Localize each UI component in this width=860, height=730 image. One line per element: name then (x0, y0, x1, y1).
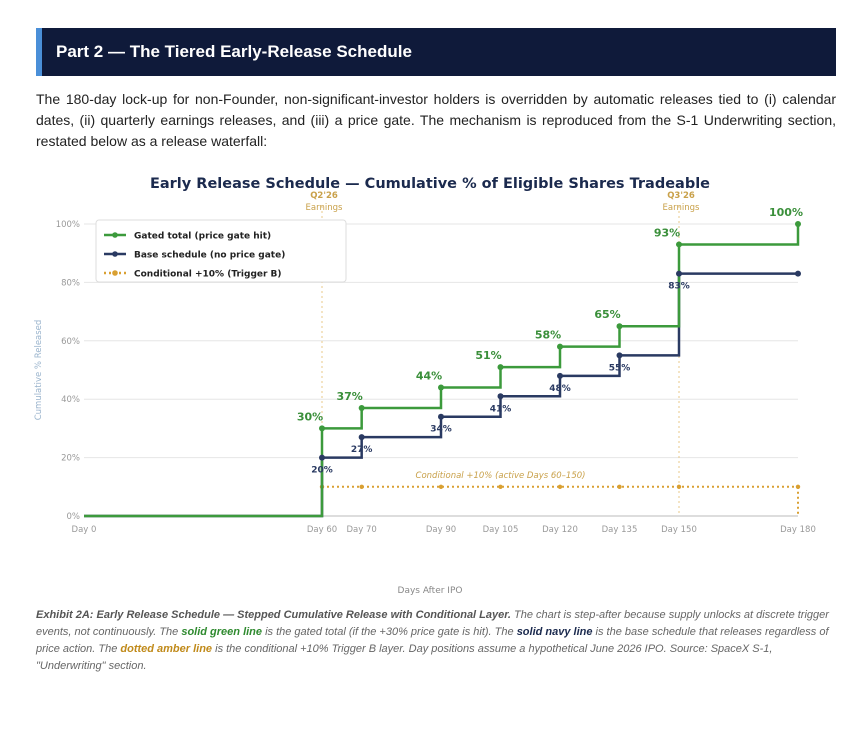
caption-green-highlight: solid green line (181, 626, 263, 638)
gated-point (557, 343, 563, 350)
x-tick-label: Day 60 (307, 525, 337, 535)
x-axis-label: Days After IPO (398, 586, 463, 596)
chart-title: Early Release Schedule — Cumulative % of… (150, 176, 710, 192)
earnings-marker-label: Earnings (663, 203, 700, 213)
base-point (616, 352, 623, 359)
x-tick-label: Day 150 (661, 525, 697, 535)
caption-text-2: is the gated total (if the +30% price ga… (262, 626, 517, 638)
legend-label: Base schedule (no price gate) (134, 251, 285, 261)
earnings-marker-quarter: Q2'26 (310, 191, 338, 201)
base-point (358, 434, 365, 441)
gated-data-label: 100% (769, 206, 803, 219)
exhibit-caption: Exhibit 2A: Early Release Schedule — Ste… (36, 607, 836, 675)
legend-label: Gated total (price gate hit) (134, 232, 271, 242)
caption-navy-highlight: solid navy line (516, 626, 593, 638)
gated-point (616, 323, 623, 330)
gated-data-label: 51% (475, 349, 501, 362)
y-tick-label: 60% (61, 337, 80, 347)
base-series-line (84, 272, 798, 518)
legend-box (95, 219, 347, 283)
y-tick-label: 40% (61, 395, 80, 405)
x-tick-label: Day 120 (542, 525, 578, 535)
gated-data-label: 44% (416, 370, 442, 383)
conditional-point (359, 484, 364, 489)
legend-swatch-marker (112, 232, 118, 238)
conditional-point (498, 484, 503, 489)
y-tick-label: 100% (56, 220, 80, 230)
gated-data-label: 65% (594, 308, 620, 321)
caption-amber-highlight: dotted amber line (120, 643, 213, 655)
intro-paragraph: The 180-day lock-up for non-Founder, non… (36, 91, 836, 149)
gated-point (795, 221, 801, 227)
conditional-point (617, 484, 622, 489)
legend-label: Conditional +10% (Trigger B) (134, 270, 282, 280)
y-tick-label: 0% (67, 512, 81, 522)
gated-point (497, 364, 504, 371)
x-tick-label: Day 180 (780, 525, 816, 535)
base-point (497, 393, 504, 400)
base-point (676, 270, 682, 277)
base-data-label: 55% (609, 363, 631, 373)
base-point (319, 454, 325, 461)
y-tick-label: 80% (61, 278, 80, 288)
x-tick-label: Day 135 (602, 525, 638, 535)
gated-data-label: 93% (654, 226, 680, 239)
x-tick-label: Day 70 (347, 525, 377, 535)
conditional-point (795, 484, 801, 489)
gated-point (319, 425, 325, 432)
earnings-marker-quarter: Q3'26 (667, 191, 695, 201)
base-point (557, 372, 563, 379)
x-tick-label: Day 90 (426, 525, 456, 535)
gated-point (358, 404, 365, 411)
base-data-label: 41% (490, 404, 512, 414)
conditional-point (557, 484, 563, 489)
earnings-marker-label: Earnings (306, 203, 343, 213)
caption-text-3: is the base schedule that releases regar… (36, 626, 829, 655)
y-tick-label: 20% (61, 454, 80, 464)
legend-swatch-marker (112, 270, 118, 276)
gated-data-label: 30% (297, 410, 323, 423)
caption-label: Exhibit 2A: Early Release Schedule — Ste… (36, 609, 511, 621)
base-point (438, 413, 444, 420)
base-data-label: 48% (549, 384, 571, 394)
gated-data-label: 58% (535, 329, 561, 342)
x-tick-label: Day 105 (483, 525, 519, 535)
section-title: Part 2 — The Tiered Early-Release Schedu… (56, 42, 412, 61)
x-tick-label: Day 0 (72, 525, 97, 535)
base-point (795, 270, 801, 277)
y-axis-label: Cumulative % Released (34, 320, 44, 421)
release-schedule-chart: Early Release Schedule — Cumulative % of… (34, 176, 816, 596)
caption-text-1: The chart is step-after because supply u… (36, 609, 829, 638)
conditional-annotation: Conditional +10% (active Days 60–150) (416, 471, 586, 481)
base-data-label: 27% (351, 445, 373, 455)
section-header: Part 2 — The Tiered Early-Release Schedu… (36, 28, 836, 76)
gated-data-label: 37% (336, 390, 362, 403)
conditional-point (438, 484, 444, 489)
conditional-point (676, 484, 682, 489)
gated-point (676, 241, 682, 248)
caption-text-4: is the conditional +10% Trigger B layer.… (36, 643, 773, 672)
gated-point (438, 384, 444, 391)
base-data-label: 20% (311, 466, 333, 476)
base-data-label: 83% (668, 282, 690, 292)
legend-swatch-marker (112, 251, 118, 257)
base-data-label: 34% (430, 425, 452, 435)
